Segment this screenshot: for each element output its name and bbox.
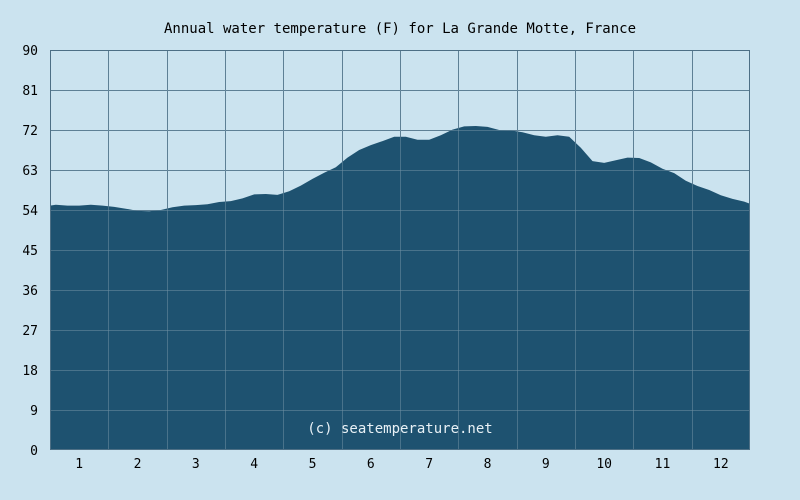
x-tick-label: 5 xyxy=(309,457,317,472)
plot-frame xyxy=(50,50,750,450)
x-axis: 1 2 3 4 5 6 7 8 9 10 11 12 xyxy=(75,457,728,472)
y-tick-label: 27 xyxy=(22,324,38,339)
x-tick-label: 6 xyxy=(367,457,375,472)
watermark: (c) seatemperature.net xyxy=(307,421,492,437)
y-tick-label: 9 xyxy=(30,404,38,419)
x-tick-label: 1 xyxy=(75,457,83,472)
y-tick-label: 81 xyxy=(22,84,38,99)
y-tick-label: 90 xyxy=(22,44,38,59)
y-tick-label: 0 xyxy=(30,444,38,459)
x-tick-label: 10 xyxy=(596,457,612,472)
x-tick-label: 12 xyxy=(713,457,729,472)
y-tick-label: 54 xyxy=(22,204,38,219)
grid-over xyxy=(50,50,750,450)
chart-title: Annual water temperature (F) for La Gran… xyxy=(164,21,636,37)
x-tick-label: 4 xyxy=(250,457,258,472)
x-tick-label: 7 xyxy=(425,457,433,472)
x-tick-label: 9 xyxy=(542,457,550,472)
x-tick-label: 2 xyxy=(134,457,142,472)
y-axis: 0 9 18 27 36 45 54 63 72 81 90 xyxy=(22,44,38,459)
y-tick-label: 63 xyxy=(22,164,38,179)
y-tick-label: 36 xyxy=(22,284,38,299)
x-tick-label: 11 xyxy=(655,457,671,472)
y-tick-label: 18 xyxy=(22,364,38,379)
x-tick-label: 8 xyxy=(484,457,492,472)
y-tick-label: 45 xyxy=(22,244,38,259)
x-tick-label: 3 xyxy=(192,457,200,472)
y-tick-label: 72 xyxy=(22,124,38,139)
